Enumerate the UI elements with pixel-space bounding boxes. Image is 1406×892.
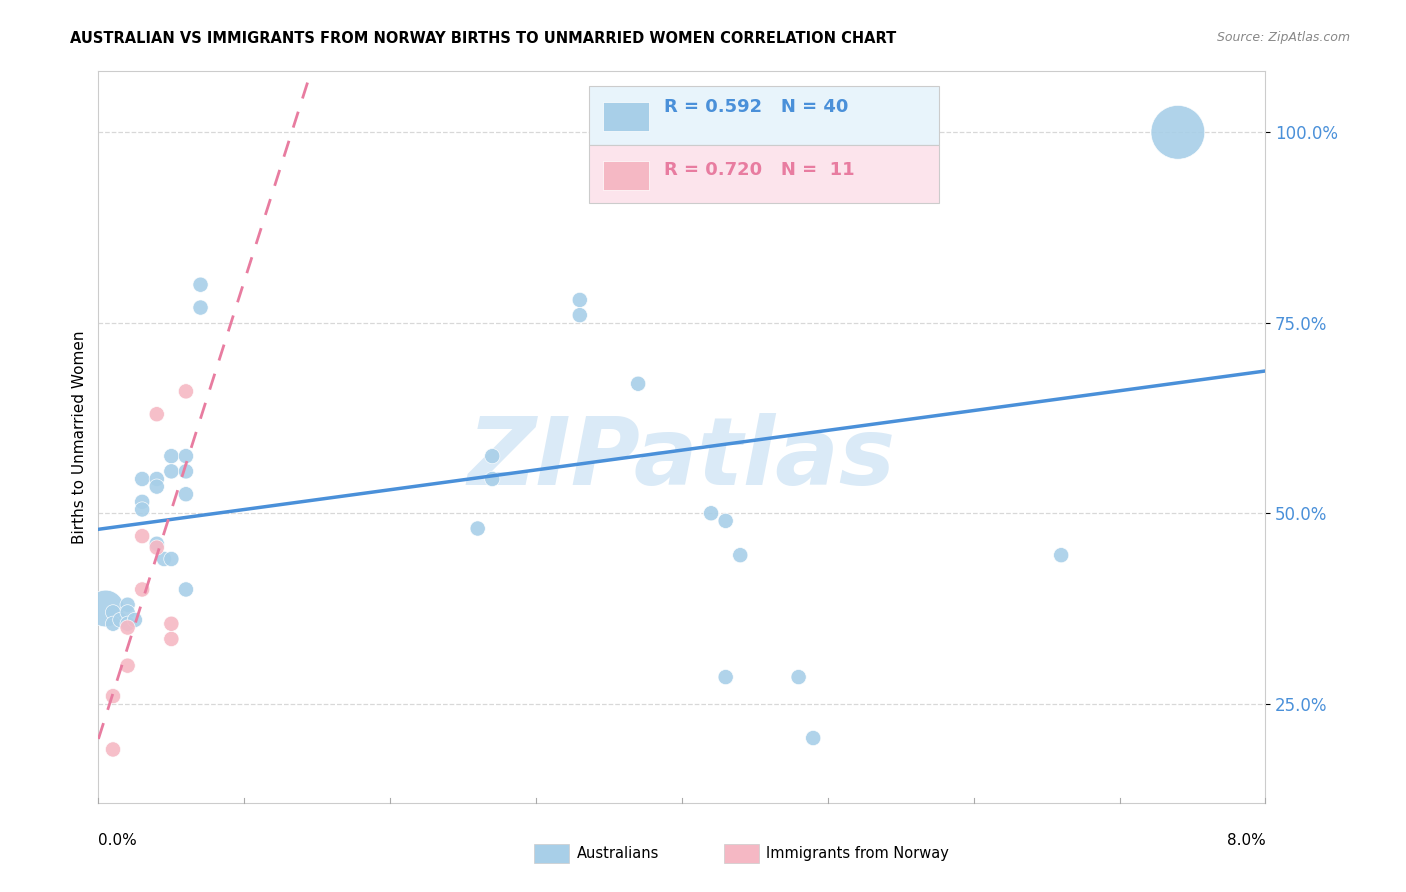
Point xyxy=(174,384,197,399)
Point xyxy=(146,472,169,486)
Point xyxy=(700,506,723,520)
Text: R = 0.720   N =  11: R = 0.720 N = 11 xyxy=(665,161,855,179)
Point xyxy=(160,449,183,463)
Point xyxy=(146,480,169,494)
FancyBboxPatch shape xyxy=(589,145,939,203)
Y-axis label: Births to Unmarried Women: Births to Unmarried Women xyxy=(72,330,87,544)
Point xyxy=(627,376,650,391)
Point xyxy=(174,449,197,463)
Point xyxy=(131,472,153,486)
Text: Immigrants from Norway: Immigrants from Norway xyxy=(766,847,949,861)
FancyBboxPatch shape xyxy=(603,102,650,131)
Point xyxy=(160,616,183,631)
Point xyxy=(153,552,176,566)
Point xyxy=(467,521,489,535)
Point xyxy=(124,613,146,627)
Point xyxy=(101,689,124,703)
Point xyxy=(641,125,664,139)
Point xyxy=(101,605,124,619)
Point xyxy=(146,407,169,421)
Point xyxy=(160,552,183,566)
Text: ZIPatlas: ZIPatlas xyxy=(468,413,896,505)
Point xyxy=(568,308,591,322)
Point xyxy=(174,487,197,501)
Point xyxy=(714,514,737,528)
Point xyxy=(131,495,153,509)
Text: Australians: Australians xyxy=(576,847,659,861)
Text: 8.0%: 8.0% xyxy=(1226,833,1265,848)
Point xyxy=(174,582,197,597)
Text: R = 0.592   N = 40: R = 0.592 N = 40 xyxy=(665,98,849,116)
Point xyxy=(568,293,591,307)
Point xyxy=(146,537,169,551)
FancyBboxPatch shape xyxy=(589,86,939,145)
Point xyxy=(787,670,810,684)
Point xyxy=(641,125,664,139)
Point xyxy=(481,449,503,463)
Point xyxy=(117,621,139,635)
Point xyxy=(146,541,169,555)
Point xyxy=(110,613,132,627)
Point xyxy=(94,601,117,615)
Point xyxy=(101,742,124,756)
Point xyxy=(131,529,153,543)
Point xyxy=(481,472,503,486)
Point xyxy=(131,582,153,597)
Point xyxy=(1050,548,1073,562)
Point xyxy=(117,658,139,673)
Point xyxy=(1167,125,1189,139)
Point xyxy=(117,598,139,612)
Point xyxy=(131,502,153,516)
Point xyxy=(160,632,183,646)
Point xyxy=(117,616,139,631)
Point xyxy=(714,670,737,684)
Point xyxy=(160,464,183,478)
Point xyxy=(117,605,139,619)
Text: Source: ZipAtlas.com: Source: ZipAtlas.com xyxy=(1216,31,1350,45)
Point xyxy=(190,277,212,292)
Point xyxy=(101,616,124,631)
Point xyxy=(174,464,197,478)
Point xyxy=(190,301,212,315)
Point xyxy=(801,731,824,745)
Point xyxy=(730,548,752,562)
FancyBboxPatch shape xyxy=(603,161,650,190)
Text: 0.0%: 0.0% xyxy=(98,833,138,848)
Text: AUSTRALIAN VS IMMIGRANTS FROM NORWAY BIRTHS TO UNMARRIED WOMEN CORRELATION CHART: AUSTRALIAN VS IMMIGRANTS FROM NORWAY BIR… xyxy=(70,31,897,46)
